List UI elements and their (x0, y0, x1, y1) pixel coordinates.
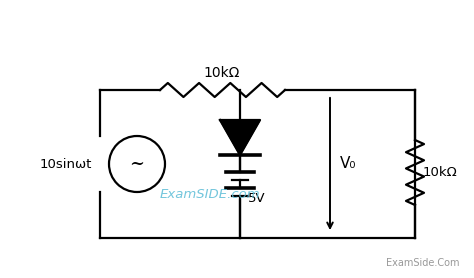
Polygon shape (220, 120, 260, 155)
Text: ExamSIDE.com: ExamSIDE.com (160, 188, 260, 202)
Text: ExamSide.Com: ExamSide.Com (386, 258, 460, 268)
Text: 10kΩ: 10kΩ (204, 66, 240, 80)
Text: 10kΩ: 10kΩ (423, 166, 458, 179)
Text: 10sinωt: 10sinωt (40, 158, 92, 170)
Text: 5V: 5V (248, 192, 265, 205)
Text: ~: ~ (129, 155, 145, 173)
Text: V₀: V₀ (340, 157, 356, 172)
